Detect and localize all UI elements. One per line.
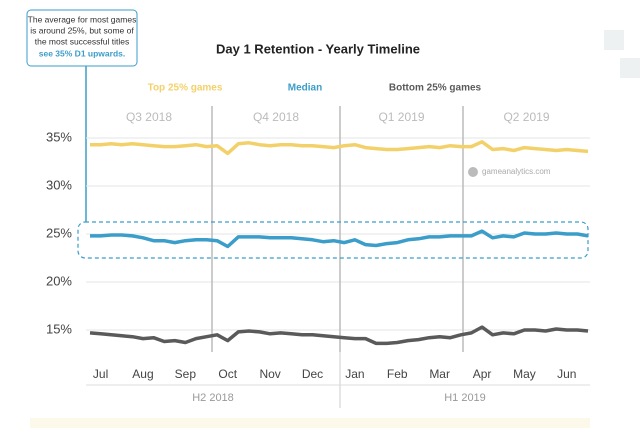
annotation-box	[26, 9, 138, 67]
legend-entry: Median	[288, 83, 322, 94]
x-tick-label: Oct	[218, 367, 237, 381]
footer-strip	[30, 418, 590, 428]
half-label: H2 2018	[192, 392, 234, 404]
annotation-text: is around 25%, but some of	[30, 25, 134, 35]
annotation-text: The average for most games	[28, 14, 137, 24]
x-tick-label: Apr	[473, 367, 492, 381]
quarter-label: Q1 2019	[378, 110, 424, 124]
y-tick-label: 35%	[46, 129, 72, 144]
decor	[620, 58, 640, 78]
quarter-label: Q3 2018	[126, 110, 172, 124]
x-tick-label: May	[513, 367, 536, 381]
watermark-logo	[468, 167, 478, 177]
x-tick-label: Jun	[557, 367, 576, 381]
series-line	[90, 229, 589, 249]
x-tick-label: Nov	[259, 367, 280, 381]
quarter-label: Q2 2019	[503, 110, 549, 124]
annotation-highlight: see 35% D1 upwards.	[39, 48, 125, 58]
annotation-text: the most successful titles	[35, 36, 129, 46]
x-tick-label: Feb	[387, 367, 408, 381]
x-tick-label: Aug	[132, 367, 153, 381]
x-tick-label: Dec	[302, 367, 323, 381]
x-tick-label: Jul	[93, 367, 108, 381]
y-tick-label: 30%	[46, 177, 72, 192]
y-tick-label: 20%	[46, 273, 72, 288]
x-tick-label: Mar	[429, 367, 450, 381]
decor	[604, 30, 624, 50]
median-highlight	[77, 221, 589, 259]
legend-entry: Bottom 25% games	[389, 83, 482, 94]
legend-entry: Top 25% games	[148, 83, 223, 94]
series-line	[90, 140, 589, 156]
x-tick-label: Sep	[175, 367, 197, 381]
x-tick-label: Jan	[345, 367, 364, 381]
watermark: gameanalytics.com	[482, 167, 551, 176]
series-line	[89, 325, 589, 346]
y-tick-label: 15%	[46, 321, 72, 336]
quarter-label: Q4 2018	[253, 110, 299, 124]
y-tick-label: 25%	[46, 225, 72, 240]
half-label: H1 2019	[444, 392, 486, 404]
chart-title: Day 1 Retention - Yearly Timeline	[216, 41, 420, 56]
